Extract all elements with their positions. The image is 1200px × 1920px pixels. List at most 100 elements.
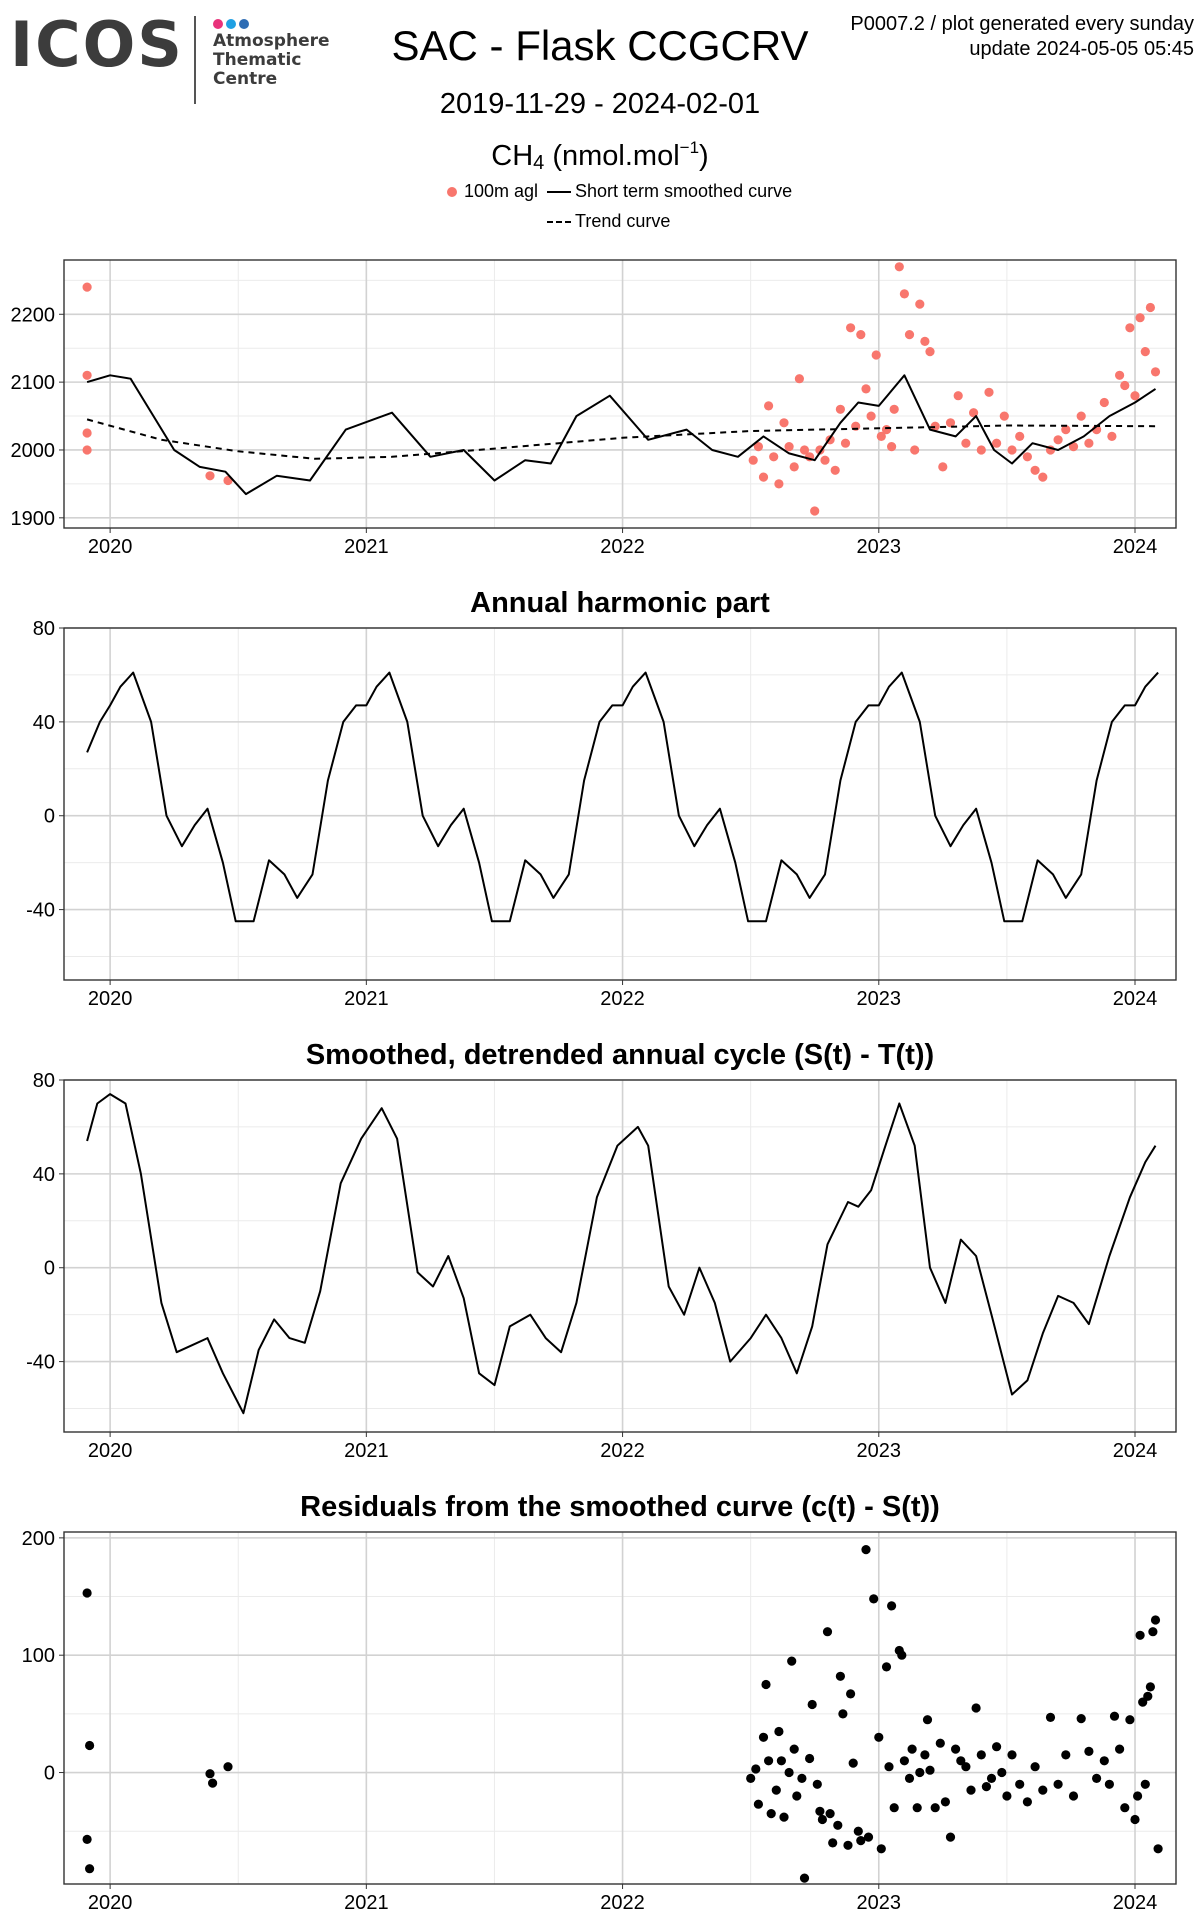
x-tick-label: 2024: [1113, 1440, 1158, 1462]
panel-title: Annual harmonic part: [470, 587, 770, 619]
data-point: [889, 1803, 899, 1813]
data-point: [981, 1782, 992, 1792]
data-point: [787, 1656, 797, 1666]
legend-label: Short term smoothed curve: [575, 181, 793, 201]
data-point: [774, 1726, 784, 1737]
data-point: [861, 384, 871, 394]
data-point: [1099, 1756, 1109, 1766]
y-tick-label: 2100: [11, 372, 56, 394]
species-name: CH: [491, 140, 534, 172]
chart-panel-3: Smoothed, detrended annual cycle (S(t) -…: [26, 1039, 1177, 1462]
data-point: [976, 445, 986, 455]
generation-note: P0007.2 / plot generated every sunday up…: [850, 12, 1194, 62]
data-point: [1022, 1797, 1032, 1807]
data-point: [797, 1773, 807, 1783]
plot-area: [64, 628, 1176, 980]
note-line: update 2024-05-05 05:45: [969, 38, 1194, 60]
chart-panel-4: Residuals from the smoothed curve (c(t) …: [22, 1491, 1177, 1914]
data-point: [853, 1826, 863, 1836]
x-tick-label: 2024: [1113, 988, 1158, 1010]
data-point: [874, 1732, 884, 1742]
data-point: [843, 1840, 853, 1850]
legend-item-points: 100m agl: [447, 181, 538, 202]
data-point: [794, 374, 805, 384]
data-point: [205, 471, 215, 481]
data-point: [881, 1662, 892, 1672]
data-point: [1015, 1779, 1025, 1789]
data-point: [976, 1750, 986, 1760]
data-point: [1002, 1791, 1012, 1801]
data-point: [784, 1767, 794, 1778]
data-point: [764, 1756, 774, 1766]
data-point: [1120, 380, 1130, 391]
data-point: [869, 1594, 879, 1604]
data-point: [846, 1689, 856, 1699]
data-point: [920, 336, 930, 346]
y-tick-label: 0: [44, 1258, 55, 1280]
data-point: [945, 1832, 956, 1842]
data-point: [935, 1738, 945, 1748]
data-point: [82, 282, 92, 292]
legend: 100m agl Short term smoothed curve Trend…: [0, 180, 1200, 240]
data-point: [1130, 391, 1140, 401]
data-point: [753, 442, 764, 452]
data-point: [812, 1779, 822, 1789]
data-point: [904, 330, 915, 340]
data-point: [769, 452, 779, 462]
data-point: [799, 445, 810, 455]
data-point: [751, 1764, 761, 1774]
data-point: [1104, 1779, 1114, 1789]
data-point: [753, 1799, 764, 1809]
data-point: [953, 391, 963, 401]
data-point: [774, 479, 784, 489]
data-point: [1068, 442, 1079, 452]
data-point: [835, 404, 846, 414]
data-point: [807, 1699, 817, 1710]
data-point: [1015, 431, 1025, 441]
logo-divider: [194, 16, 196, 104]
panel-border: [63, 627, 1177, 981]
data-point: [784, 442, 794, 452]
data-point: [820, 455, 830, 465]
unit-suffix: ): [699, 140, 709, 172]
data-point: [904, 1773, 915, 1783]
data-point: [1120, 1803, 1130, 1813]
data-point: [992, 438, 1002, 448]
data-point: [1145, 302, 1155, 313]
data-point: [930, 421, 940, 431]
data-point: [776, 1756, 787, 1766]
data-point: [881, 425, 892, 435]
y-tick-label: 80: [33, 1070, 55, 1092]
y-tick-label: 100: [22, 1645, 55, 1667]
data-point: [969, 408, 979, 418]
logo-wordmark: ICOS: [10, 8, 184, 81]
plot-area: [64, 1532, 1176, 1884]
data-point: [1145, 1682, 1155, 1692]
x-tick-label: 2022: [600, 988, 645, 1010]
data-point: [1053, 435, 1063, 445]
x-tick-label: 2020: [88, 1440, 133, 1462]
data-point: [1061, 425, 1071, 435]
data-point: [992, 1742, 1002, 1752]
logo-dot: [226, 19, 236, 29]
data-point: [208, 1778, 218, 1788]
data-point: [1140, 1779, 1150, 1789]
data-point: [915, 1767, 925, 1778]
data-point: [838, 1709, 848, 1719]
x-tick-label: 2022: [600, 1892, 645, 1914]
data-point: [205, 1769, 215, 1779]
x-tick-label: 2022: [600, 1440, 645, 1462]
x-tick-label: 2021: [344, 1440, 389, 1462]
data-point: [85, 1864, 95, 1874]
data-point: [971, 1703, 981, 1713]
panel-border: [63, 1079, 1177, 1433]
y-tick-label: 2000: [11, 440, 56, 462]
data-point: [82, 1588, 92, 1598]
data-point: [1092, 1773, 1102, 1783]
y-tick-label: 80: [33, 618, 55, 640]
data-point: [889, 404, 899, 414]
data-point: [910, 445, 920, 455]
panel-title: Residuals from the smoothed curve (c(t) …: [300, 1491, 940, 1523]
data-point: [887, 442, 897, 452]
smoothed-curve-line: [86, 1093, 1157, 1415]
